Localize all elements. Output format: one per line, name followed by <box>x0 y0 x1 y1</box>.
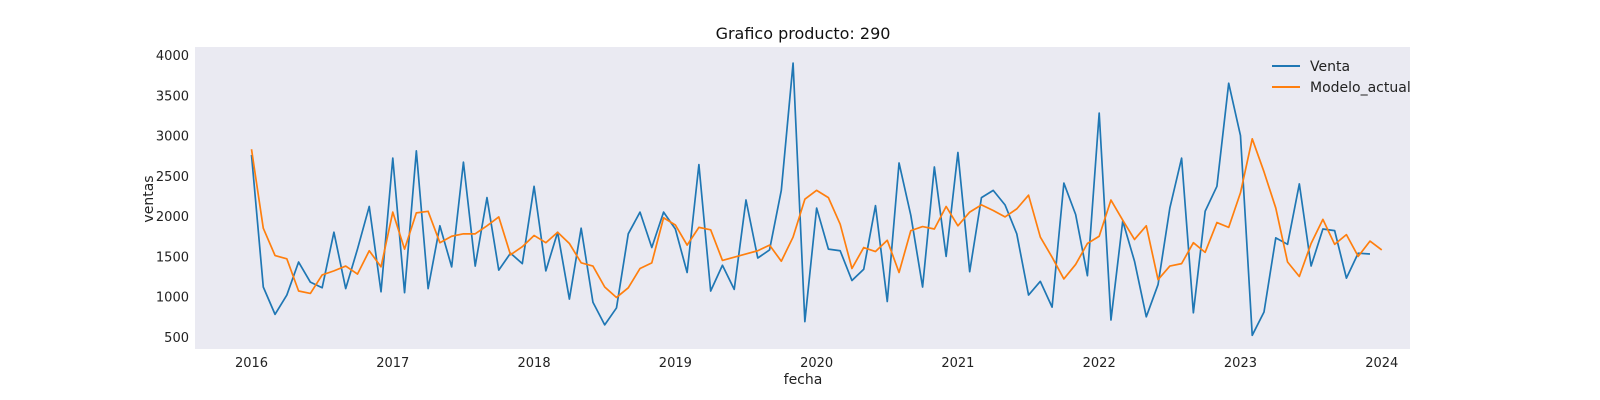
y-tick-label: 1500 <box>156 250 189 265</box>
x-tick-label: 2019 <box>659 356 692 371</box>
legend-label: Venta <box>1310 59 1350 75</box>
series-line-modelo-actual <box>250 137 1383 299</box>
y-tick-label: 2000 <box>156 210 189 225</box>
y-tick-label: 500 <box>164 331 189 346</box>
y-tick-label: 2500 <box>156 170 189 185</box>
y-axis-label: ventas <box>141 175 157 222</box>
y-axis-ticks: 500 1000 1500 2000 2500 3000 3500 4000 <box>156 49 189 346</box>
y-tick-label: 4000 <box>156 49 189 64</box>
y-tick-label: 3500 <box>156 89 189 104</box>
x-axis-ticks: 2016 2017 2018 2019 2020 2021 2022 2023 2024 <box>235 356 1398 371</box>
x-tick-label: 2017 <box>376 356 409 371</box>
x-tick-label: 2023 <box>1224 356 1257 371</box>
x-tick-label: 2022 <box>1083 356 1116 371</box>
x-tick-label: 2021 <box>941 356 974 371</box>
y-tick-label: 1000 <box>156 291 189 306</box>
x-axis-label: fecha <box>784 372 823 388</box>
x-tick-label: 2018 <box>518 356 551 371</box>
legend-label: Modelo_actual <box>1310 80 1411 96</box>
series-layer <box>250 62 1383 337</box>
plot-area <box>195 47 1410 349</box>
legend: Venta Modelo_actual <box>1272 59 1411 96</box>
x-tick-label: 2020 <box>800 356 833 371</box>
x-tick-label: 2016 <box>235 356 268 371</box>
y-tick-label: 3000 <box>156 130 189 145</box>
chart-title: Grafico producto: 290 <box>716 24 891 43</box>
x-tick-label: 2024 <box>1365 356 1398 371</box>
